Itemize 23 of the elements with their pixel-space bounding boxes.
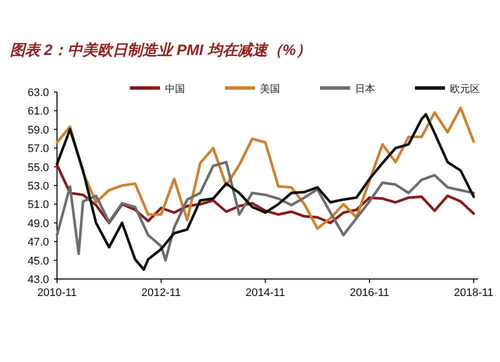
y-tick-label: 53.0 — [28, 180, 49, 192]
y-tick-label: 47.0 — [28, 236, 49, 249]
y-tick-label: 51.0 — [28, 199, 49, 212]
legend-label: 欧元区 — [450, 84, 480, 95]
y-tick-label: 43.0 — [28, 274, 49, 286]
y-tick-label: 55.0 — [28, 162, 49, 174]
legend-label: 中国 — [165, 83, 185, 95]
y-tick-label: 63.0 — [28, 87, 49, 99]
x-tick-label: 2010-11 — [37, 287, 77, 299]
legend-label: 美国 — [260, 83, 280, 95]
line-series — [56, 113, 475, 271]
x-tick-label: 2012-11 — [141, 287, 181, 299]
y-tick-label: 59.0 — [28, 124, 49, 136]
x-tick-label: 2016-11 — [350, 287, 390, 299]
y-tick-label: 61.0 — [28, 106, 49, 118]
x-tick-label: 2018-11 — [454, 287, 494, 299]
chart-title: 图表 2：中美欧日制造业 PMI 均在减速（%） — [10, 41, 311, 59]
y-tick-label: 45.0 — [28, 255, 49, 268]
legend-label: 日本 — [355, 83, 375, 95]
line-series — [56, 160, 475, 262]
x-tick-label: 2014-11 — [246, 287, 286, 299]
y-tick-label: 57.0 — [28, 143, 49, 156]
y-tick-label: 49.0 — [28, 218, 49, 230]
